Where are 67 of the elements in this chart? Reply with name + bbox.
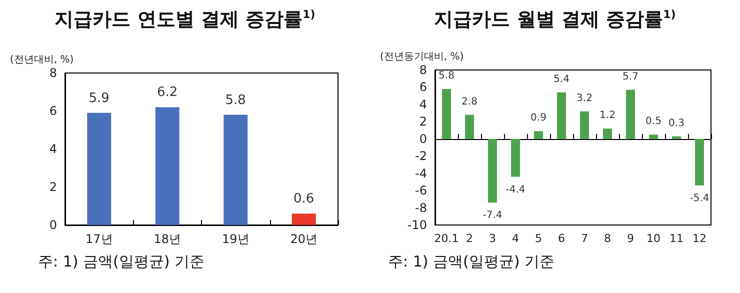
data-label: -5.4	[690, 192, 710, 204]
text: 주: 1) 금액(일평균) 기준	[388, 252, 554, 270]
data-label: -7.4	[482, 210, 502, 222]
y-tick-label: 2	[49, 180, 57, 194]
x-tick-label: 4	[512, 232, 519, 245]
data-label: 5.7	[622, 71, 638, 82]
x-tick-label: 9	[627, 232, 634, 245]
y-tick-label: 4	[419, 97, 427, 112]
bar	[695, 138, 704, 186]
y-axis-title: (전년동기대비, %)	[380, 52, 464, 62]
bar	[292, 214, 316, 225]
x-tick-label: 5	[535, 232, 542, 245]
x-tick-label: 17년	[85, 232, 113, 246]
x-tick-label: 19년	[222, 232, 250, 246]
bar	[488, 138, 497, 203]
x-tick-label: 8	[604, 232, 611, 245]
y-tick-label: -2	[415, 149, 427, 164]
bar	[465, 114, 474, 139]
data-label: 0.5	[646, 116, 662, 128]
data-label: 2.8	[462, 96, 478, 108]
data-label: 6.2	[157, 85, 178, 100]
data-label: -4.4	[506, 184, 526, 196]
x-tick-label: 18년	[154, 232, 182, 246]
bar	[672, 136, 681, 139]
y-tick-label: -4	[415, 166, 427, 180]
bar	[224, 114, 248, 225]
bar	[603, 128, 612, 139]
bar	[534, 131, 543, 139]
y-tick-label: -6	[415, 184, 427, 198]
x-tick-label: 20.1	[434, 232, 459, 245]
x-tick-label: 20년	[290, 232, 318, 246]
data-label: 3.2	[576, 92, 592, 104]
x-tick-label: 3	[489, 232, 496, 245]
x-tick-label: 7	[581, 232, 588, 245]
bar	[511, 138, 520, 177]
x-tick-label: 2	[466, 232, 473, 245]
bar	[580, 111, 589, 139]
bar	[87, 112, 112, 225]
bar	[155, 107, 180, 225]
y-tick-label: 0	[419, 132, 427, 146]
x-tick-label: 10	[646, 232, 660, 245]
data-label: 1.2	[600, 110, 616, 122]
x-tick-label: 12	[692, 232, 706, 245]
y-tick-label: 2	[419, 114, 427, 129]
y-tick-label: 8	[419, 63, 427, 77]
data-label: 0.3	[668, 118, 684, 129]
y-axis-title: (전년대비, %)	[10, 54, 74, 66]
x-tick-label: 6	[558, 232, 565, 245]
data-label: 0.9	[530, 112, 546, 124]
bar	[557, 92, 566, 139]
y-tick-label: 0	[49, 218, 57, 232]
y-tick-label: 6	[419, 80, 427, 94]
y-tick-label: -10	[407, 218, 427, 232]
y-tick-label: 4	[49, 142, 57, 156]
bar	[649, 134, 658, 139]
bar	[626, 90, 635, 139]
y-tick-label: 6	[49, 104, 57, 118]
data-label: 0.6	[294, 192, 314, 207]
data-label: 5.8	[225, 92, 246, 108]
data-label: 5.9	[88, 90, 110, 106]
text: 주: 1) 금액(일평균) 기준	[38, 252, 204, 270]
bar	[442, 88, 451, 139]
data-label: 5.8	[438, 70, 454, 82]
data-label: 5.4	[554, 74, 570, 85]
y-tick-label: 8	[49, 66, 57, 80]
x-tick-label: 11	[670, 232, 684, 245]
y-tick-label: -8	[415, 200, 427, 215]
